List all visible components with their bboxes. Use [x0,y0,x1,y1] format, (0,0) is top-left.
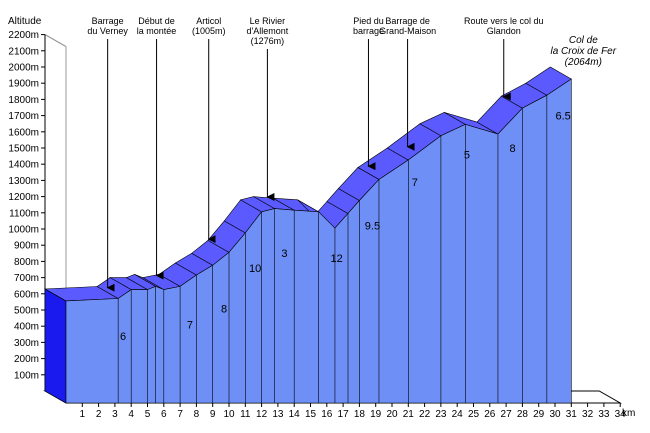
gradient-label: 3 [281,248,287,260]
y-tick-label: 400m [14,322,39,333]
gradient-label: 6.5 [556,111,571,123]
annotation-label: (1005m) [192,26,226,36]
annotation-label: Articol [196,16,221,26]
gradient-label: 6 [120,331,126,343]
x-tick-label: 9 [210,409,216,420]
x-tick-label: 25 [468,409,480,420]
profile-side-face [44,288,67,404]
x-tick-label: 22 [419,409,431,420]
gradient-label: 8 [221,303,227,315]
y-tick-label: 700m [14,273,39,284]
y-tick-label: 1400m [8,160,39,171]
x-tick-label: 18 [354,409,366,420]
x-tick-label: 26 [484,409,496,420]
gradient-label: 12 [330,253,342,265]
annotation-label: Grand-Maison [379,26,436,36]
x-tick-label: 30 [549,409,561,420]
gradient-label: 7 [412,177,418,189]
x-tick-label: 19 [370,409,382,420]
x-tick-label: 20 [386,409,398,420]
annotation-label: (1276m) [251,36,285,46]
annotation-label: la montée [137,26,177,36]
y-tick-label: 1300m [8,176,39,187]
x-tick-label: 12 [256,409,268,420]
y-axis-label: Altitude [8,16,42,27]
summit-label: (2064m) [565,57,602,68]
y-tick-label: 1000m [8,225,39,236]
y-tick-label: 2100m [8,46,39,57]
x-tick-label: 17 [338,409,350,420]
y-tick-label: 1900m [8,79,39,90]
annotation-label: du Verney [87,26,128,36]
summit-label: la Croix de Fer [551,46,617,57]
x-tick-label: 8 [194,409,200,420]
annotation-label: Le Rivier [250,16,286,26]
x-tick-label: 21 [403,409,415,420]
x-axis-unit-label: km [622,408,635,419]
gradient-label: 7 [187,319,193,331]
y-tick-label: 1700m [8,111,39,122]
y-tick-label: 100m [14,370,39,381]
y-tick-label: 2000m [8,63,39,74]
annotation-label: barrage [353,26,384,36]
annotation-label: Début de [138,16,175,26]
x-tick-label: 14 [289,409,301,420]
x-tick-label: 16 [321,409,333,420]
annotation-label: Route vers le col du [464,16,544,26]
gradient-label: 10 [249,263,261,275]
x-tick-label: 4 [128,409,134,420]
x-tick-label: 11 [240,409,251,420]
y-tick-label: 600m [14,289,39,300]
annotation-label: Glandon [487,26,521,36]
x-tick-label: 23 [435,409,447,420]
x-tick-label: 33 [598,409,610,420]
x-tick-label: 10 [223,409,235,420]
gradient-label: 5 [464,149,470,161]
axis-depth-top [44,34,67,48]
y-tick-label: 1200m [8,192,39,203]
y-tick-label: 1500m [8,144,39,155]
y-tick-label: 900m [14,241,39,252]
x-tick-label: 32 [582,409,594,420]
x-tick-label: 3 [112,409,118,420]
gradient-labels: 6 7 8 10 3 12 9.5 7 5 8 6.5 [120,111,571,343]
x-tick-label: 29 [533,409,545,420]
x-tick-label: 24 [452,409,464,420]
annotation-label: d'Allemont [247,26,289,36]
gradient-label: 9.5 [365,221,380,233]
y-tick-label: 300m [14,338,39,349]
x-tick-label: 7 [177,409,183,420]
x-tick-label: 6 [161,409,167,420]
y-tick-label: 800m [14,257,39,268]
x-tick-label: 34 [615,409,627,420]
x-tick-label: 27 [501,409,513,420]
y-tick-label: 2200m [8,30,39,41]
x-tick-label: 1 [80,409,86,420]
y-tick-label: 1600m [8,127,39,138]
x-tick-label: 2 [96,409,102,420]
y-tick-label: 1100m [9,208,39,219]
annotation-label: Barrage de [385,16,430,26]
profile-surface [43,66,572,404]
gradient-label: 8 [510,143,516,155]
x-tick-label: 15 [305,409,317,420]
x-tick-label: 13 [272,409,284,420]
summit-label: Col de [569,35,598,46]
annotation-label: Barrage [92,16,124,26]
x-tick-label: 5 [145,409,151,420]
y-tick-label: 500m [14,306,39,317]
annotation-label: Pied du [353,16,384,26]
y-tick-label: 200m [14,354,39,365]
x-tick-label: 31 [566,409,578,420]
y-tick-label: 1800m [8,95,39,106]
x-tick-label: 28 [517,409,529,420]
axes: 100m 200m 300m 400m 500m 600m 700m 800m 900m 1000… [8,30,626,420]
